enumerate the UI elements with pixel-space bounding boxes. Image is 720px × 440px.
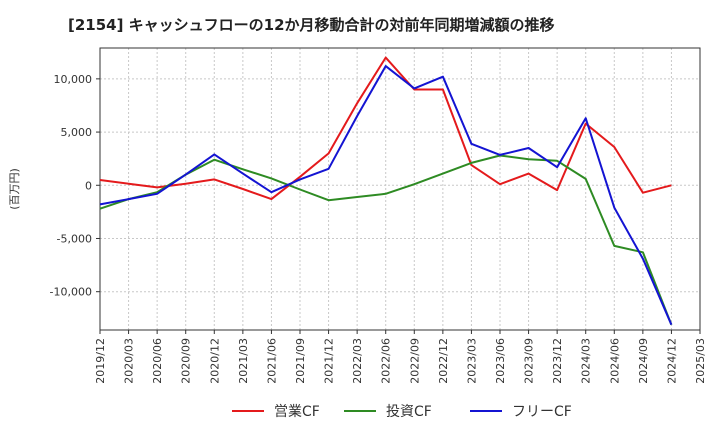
axes: [96, 47, 701, 334]
series-line-3: [99, 65, 673, 326]
y-tick-label: -10,000: [50, 286, 92, 299]
chart-title: [2154] キャッシュフローの12か月移動合計の対前年同期増減額の推移: [68, 16, 555, 34]
series-line-2: [99, 154, 673, 326]
x-tick-label: 2023/12: [551, 338, 564, 384]
x-tick-labels: 2019/12 2020/03 2020/06 2020/09 2020/12 2021/…: [94, 338, 707, 384]
x-tick-label: 2021/03: [237, 338, 250, 384]
x-tick-label: 2023/03: [465, 338, 478, 384]
x-tick-label: 2022/06: [380, 338, 393, 384]
x-tick-label: 2020/06: [151, 338, 164, 384]
y-tick-labels: 10,000 5,000 0 -5,000 -10,000: [50, 73, 92, 299]
y-tick-label: 0: [85, 179, 92, 192]
x-tick-label: 2021/12: [323, 338, 336, 384]
y-tick-label: 10,000: [54, 73, 93, 86]
x-tick-label: 2023/06: [494, 338, 507, 384]
x-tick-label: 2022/03: [351, 338, 364, 384]
y-axis-label: (百万円): [8, 168, 21, 210]
x-tick-label: 2024/03: [580, 338, 593, 384]
x-tick-label: 2020/09: [180, 338, 193, 384]
x-tick-label: 2019/12: [94, 338, 107, 384]
x-tick-label: 2024/06: [608, 338, 621, 384]
x-tick-label: 2020/03: [123, 338, 136, 384]
x-tick-label: 2021/09: [294, 338, 307, 384]
x-tick-label: 2021/06: [265, 338, 278, 384]
plot-frame: [99, 47, 701, 331]
legend-label: 営業CF: [274, 404, 320, 420]
legend-label: フリーCF: [512, 404, 572, 420]
x-tick-label: 2022/12: [437, 338, 450, 384]
x-tick-label: 2020/12: [208, 338, 221, 384]
x-tick-label: 2022/09: [408, 338, 421, 384]
series-line-1: [99, 56, 672, 201]
x-tick-label: 2025/03: [694, 338, 707, 384]
y-tick-label: 5,000: [61, 126, 93, 139]
x-tick-label: 2023/09: [523, 338, 536, 384]
y-tick-label: -5,000: [57, 232, 92, 245]
x-tick-label: 2024/12: [665, 338, 678, 384]
legend: 営業CF 投資CF フリーCF: [232, 404, 572, 420]
legend-label: 投資CF: [386, 404, 432, 420]
series-lines: [99, 56, 673, 326]
x-tick-label: 2024/09: [637, 338, 650, 384]
